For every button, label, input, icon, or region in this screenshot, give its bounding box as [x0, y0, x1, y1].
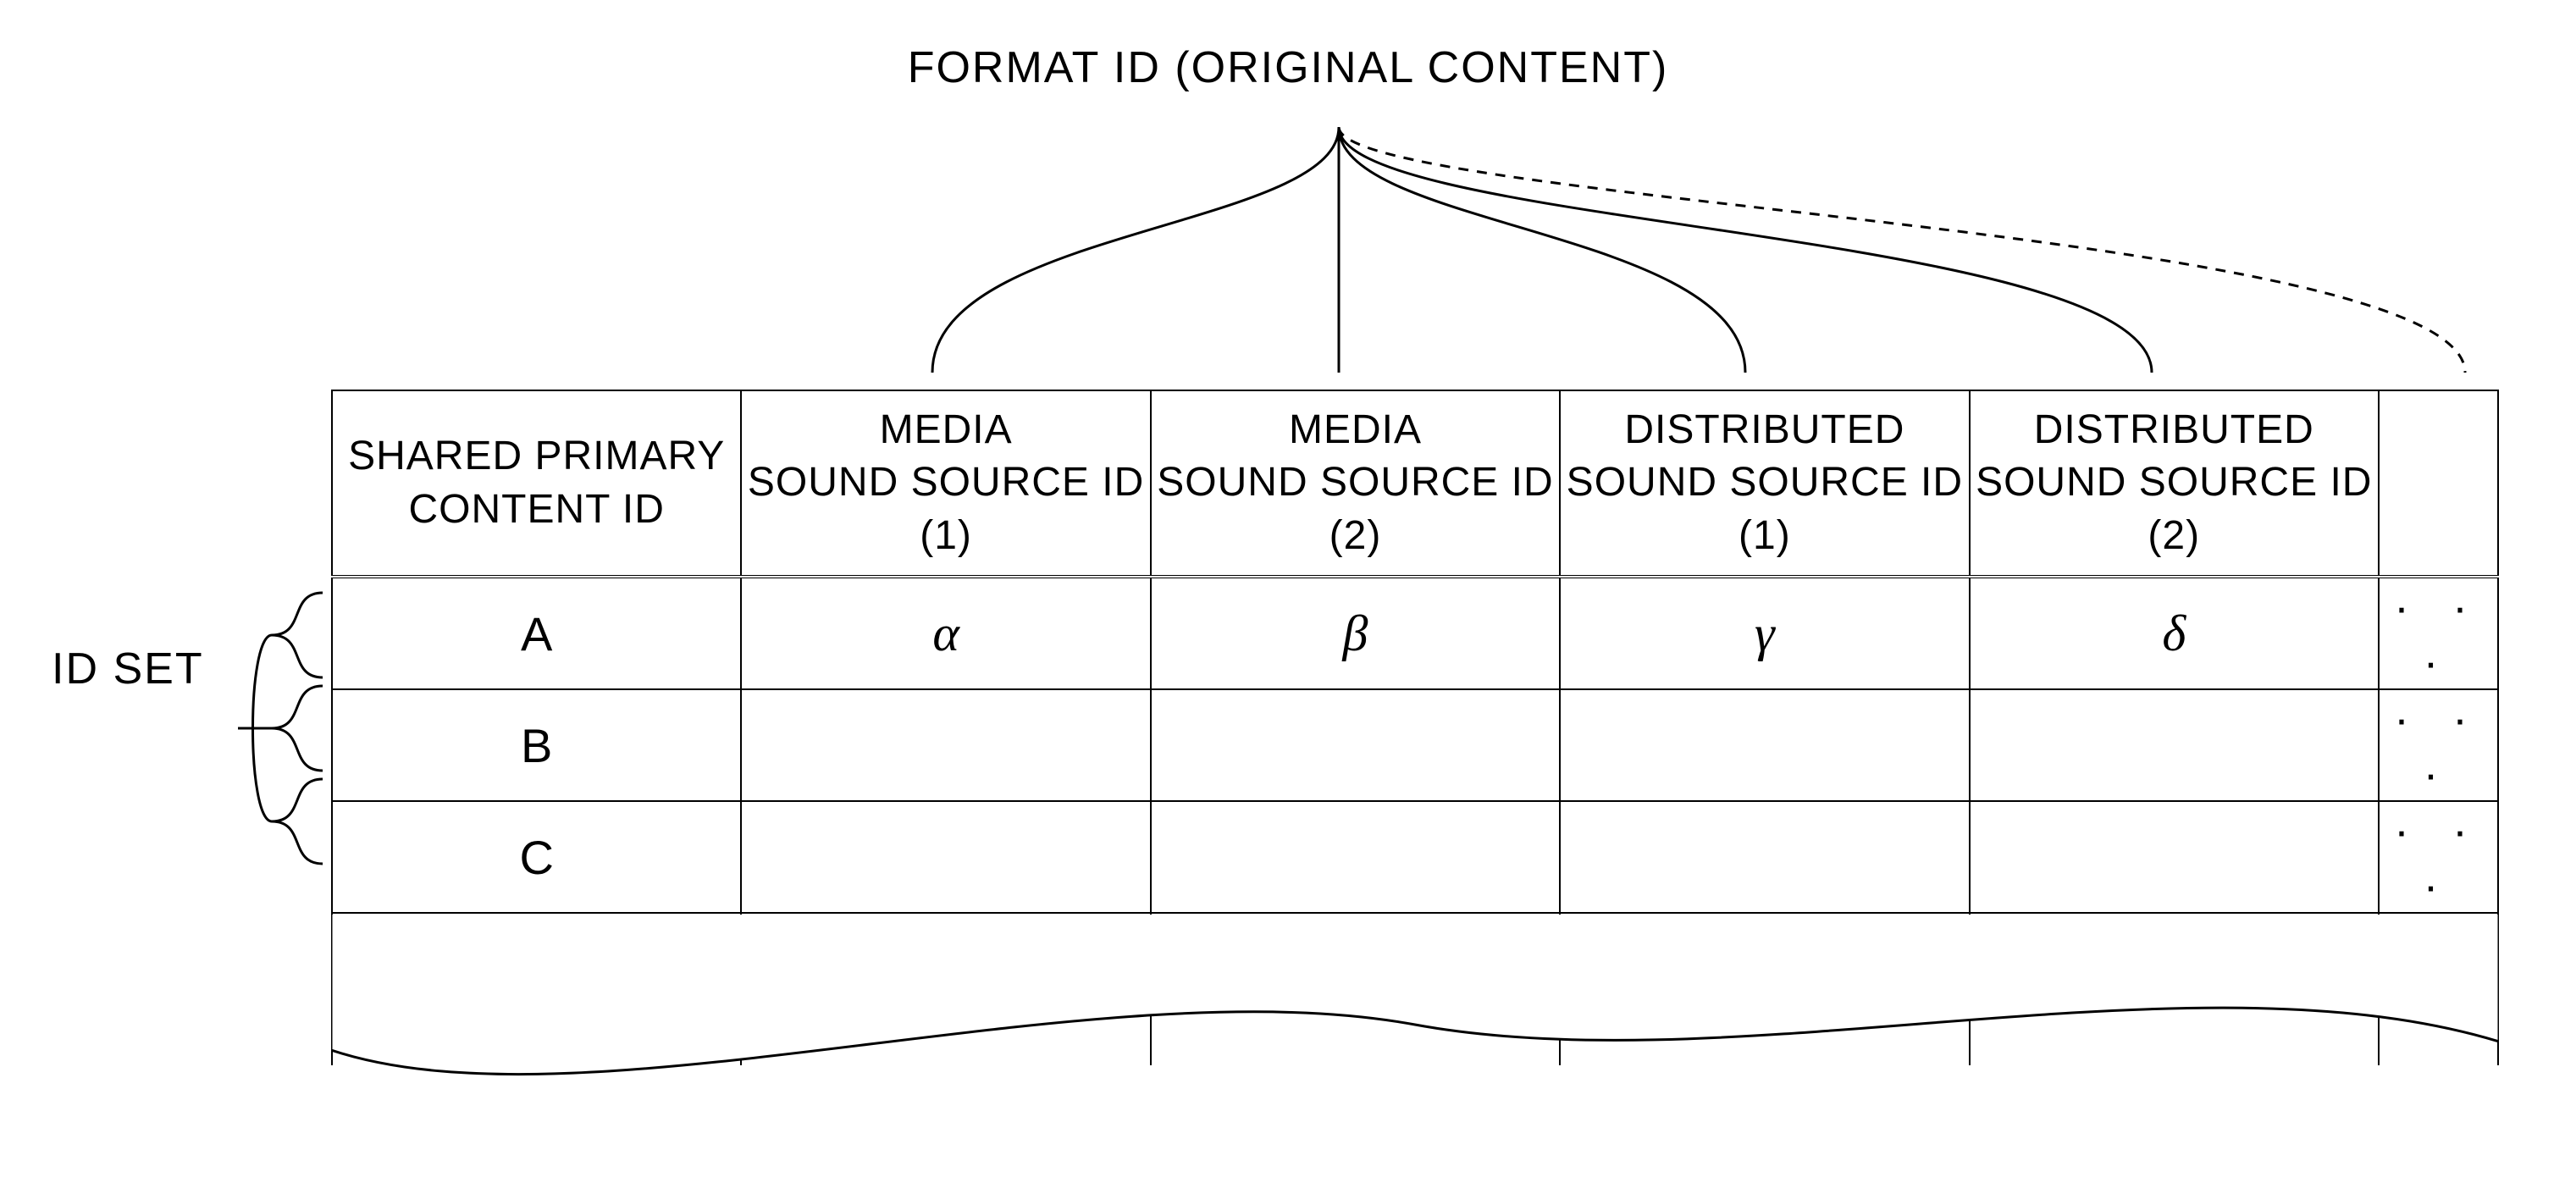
- col-header-dist-1: DISTRIBUTEDSOUND SOURCE ID(1): [1560, 390, 1969, 577]
- cell-value: [1151, 801, 1560, 913]
- table-row: B · · ·: [332, 689, 2498, 801]
- cell-vdots: ⋮: [332, 913, 741, 1065]
- table-row: A α β γ δ · · ·: [332, 577, 2498, 689]
- cell-value: [1151, 689, 1560, 801]
- cell-value: [741, 801, 1150, 913]
- cell-value: α: [741, 577, 1150, 689]
- cell-value: [1970, 689, 2379, 801]
- cell-ellipsis: · · ·: [2379, 577, 2498, 689]
- col-header-primary: SHARED PRIMARYCONTENT ID: [332, 390, 741, 577]
- cell-value: [741, 689, 1150, 801]
- table-row-vdots: ⋮ ⋮ ⋮ ⋮ ⋮: [332, 913, 2498, 1065]
- cell-value: [1560, 801, 1969, 913]
- cell-value: β: [1151, 577, 1560, 689]
- cell-value: δ: [1970, 577, 2379, 689]
- cell-vdots: ⋮: [741, 913, 1150, 1065]
- cell-primary: B: [332, 689, 741, 801]
- col-header-media-1: MEDIASOUND SOURCE ID(1): [741, 390, 1150, 577]
- cell-value: [1970, 801, 2379, 913]
- diagram-container: FORMAT ID (ORIGINAL CONTENT) SHARED PRIM…: [35, 34, 2541, 1160]
- id-table: SHARED PRIMARYCONTENT ID MEDIASOUND SOUR…: [331, 390, 2499, 1065]
- table-row: C · · ·: [332, 801, 2498, 913]
- cell-primary: C: [332, 801, 741, 913]
- connector-lines: [35, 102, 2541, 390]
- brace-icon: [229, 576, 331, 898]
- cell-primary: A: [332, 577, 741, 689]
- cell-vdots: ⋮: [1560, 913, 1969, 1065]
- cell-vdots: ⋮: [1970, 913, 2379, 1065]
- col-header-media-2: MEDIASOUND SOURCE ID(2): [1151, 390, 1560, 577]
- cell-vdots: [2379, 913, 2498, 1065]
- cell-value: [1560, 689, 1969, 801]
- cell-vdots: ⋮: [1151, 913, 1560, 1065]
- format-id-label: FORMAT ID (ORIGINAL CONTENT): [908, 42, 1669, 93]
- col-header-ellipsis: [2379, 390, 2498, 577]
- cell-ellipsis: · · ·: [2379, 689, 2498, 801]
- cell-value: γ: [1560, 577, 1969, 689]
- cell-ellipsis: · · ·: [2379, 801, 2498, 913]
- table-header-row: SHARED PRIMARYCONTENT ID MEDIASOUND SOUR…: [332, 390, 2498, 577]
- id-set-label: ID SET: [52, 644, 204, 694]
- col-header-dist-2: DISTRIBUTEDSOUND SOURCE ID(2): [1970, 390, 2379, 577]
